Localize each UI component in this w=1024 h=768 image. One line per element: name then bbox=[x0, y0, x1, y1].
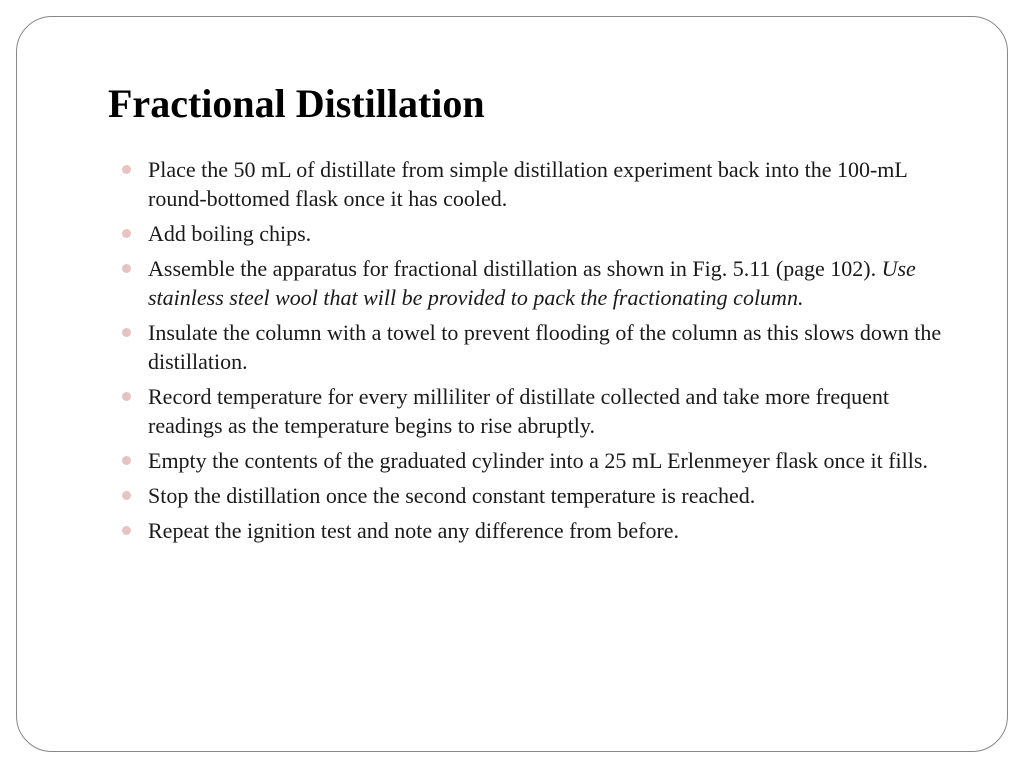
bullet-text: Place the 50 mL of distillate from simpl… bbox=[148, 157, 907, 211]
bullet-text: Stop the distillation once the second co… bbox=[148, 483, 755, 508]
list-item: Record temperature for every milliliter … bbox=[148, 382, 944, 440]
bullet-list: Place the 50 mL of distillate from simpl… bbox=[108, 155, 944, 545]
slide-title: Fractional Distillation bbox=[108, 80, 944, 127]
list-item: Repeat the ignition test and note any di… bbox=[148, 516, 944, 545]
list-item: Place the 50 mL of distillate from simpl… bbox=[148, 155, 944, 213]
list-item: Add boiling chips. bbox=[148, 219, 944, 248]
slide-content: Fractional Distillation Place the 50 mL … bbox=[108, 80, 944, 551]
list-item: Empty the contents of the graduated cyli… bbox=[148, 446, 944, 475]
list-item: Insulate the column with a towel to prev… bbox=[148, 318, 944, 376]
bullet-text-prefix: Assemble the apparatus for fractional di… bbox=[148, 256, 882, 281]
bullet-text: Record temperature for every milliliter … bbox=[148, 384, 889, 438]
bullet-text: Repeat the ignition test and note any di… bbox=[148, 518, 679, 543]
bullet-text: Insulate the column with a towel to prev… bbox=[148, 320, 941, 374]
list-item: Stop the distillation once the second co… bbox=[148, 481, 944, 510]
list-item: Assemble the apparatus for fractional di… bbox=[148, 254, 944, 312]
bullet-text: Empty the contents of the graduated cyli… bbox=[148, 448, 928, 473]
bullet-text: Add boiling chips. bbox=[148, 221, 311, 246]
